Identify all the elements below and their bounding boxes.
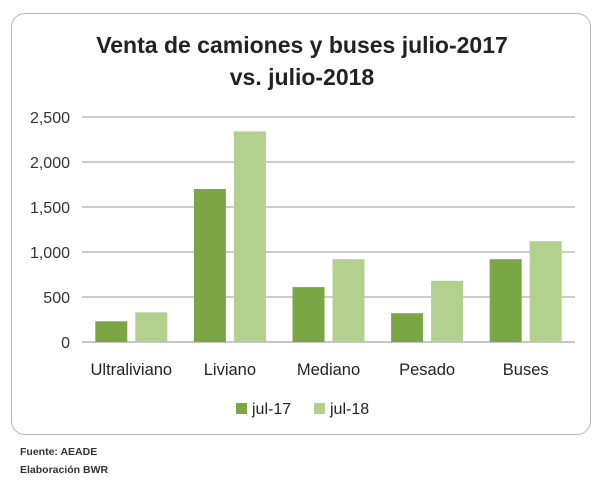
bar-jul-17-pesado [391,313,424,342]
bar-jul-17-mediano [292,287,325,342]
y-tick-label: 2,000 [30,155,70,172]
legend: jul-17 jul-18 [236,401,369,418]
legend-label-jul-17: jul-17 [251,401,291,418]
bar-jul-18-pesado [431,280,464,342]
x-axis-categories: Ultraliviano Liviano Mediano Pesado Buses [90,361,548,379]
chart-title: Venta de camiones y buses julio-2017 vs. … [96,32,508,90]
source-note: Fuente: AEADE [20,446,98,458]
y-tick-label: 500 [43,290,70,307]
legend-swatch-jul-17 [236,403,247,414]
credit-note: Elaboración BWR [20,464,109,476]
x-category-label: Ultraliviano [90,361,172,379]
y-tick-label: 0 [61,335,70,352]
bar-jul-18-liviano [233,131,266,342]
bar-jul-18-mediano [332,259,365,342]
y-tick-label: 1,000 [30,245,70,262]
y-tick-label: 1,500 [30,200,70,217]
x-category-label: Mediano [297,361,360,379]
bar-jul-17-buses [489,259,522,342]
x-category-label: Buses [503,361,549,379]
chart-frame [11,13,591,435]
bars [95,131,562,342]
y-tick-label: 2,500 [30,110,70,127]
legend-swatch-jul-18 [314,403,325,414]
chart-title-line: vs. julio-2018 [230,64,375,90]
bar-jul-17-liviano [193,189,226,342]
chart-title-line: Venta de camiones y buses julio-2017 [96,32,508,58]
legend-label-jul-18: jul-18 [329,401,369,418]
bar-jul-17-ultraliviano [95,321,128,342]
bar-jul-18-ultraliviano [135,312,168,342]
x-category-label: Liviano [204,361,256,379]
y-axis-ticks: 0 500 1,000 1,500 2,000 2,500 [30,110,70,352]
bar-jul-18-buses [529,241,562,342]
x-category-label: Pesado [399,361,455,379]
